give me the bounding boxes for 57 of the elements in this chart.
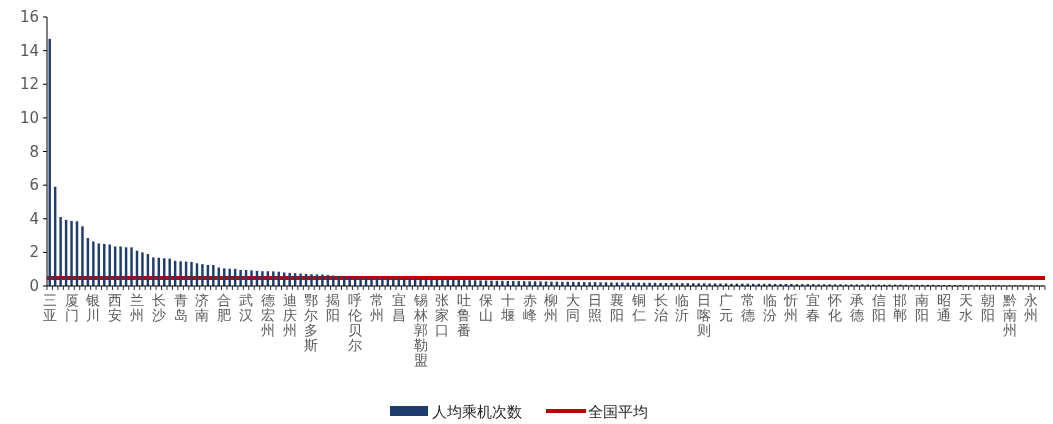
x-tick-label: 厦门 xyxy=(64,292,79,323)
x-tick-label: 永州 xyxy=(1024,292,1039,323)
y-tick-label: 4 xyxy=(29,209,39,228)
x-tick-label: 赤峰 xyxy=(522,292,537,323)
x-tick-label: 日喀则 xyxy=(697,292,712,338)
x-tick-label: 邯郸 xyxy=(893,292,908,323)
x-tick-label: 迪庆州 xyxy=(282,292,297,338)
x-tick-label: 吐鲁番 xyxy=(457,292,472,338)
y-tick-label: 14 xyxy=(19,41,39,60)
x-tick-label: 怀化 xyxy=(827,292,843,323)
x-tick-label: 德宏州 xyxy=(260,292,275,338)
x-tick-label: 信阳 xyxy=(871,292,886,323)
x-tick-label: 西安 xyxy=(108,292,123,323)
x-tick-label: 张家口 xyxy=(435,292,450,338)
x-tick-label: 呼伦贝尔 xyxy=(348,292,363,353)
x-tick-label: 黔南州 xyxy=(1001,292,1017,338)
x-tick-label: 宜春 xyxy=(806,292,821,323)
x-tick-label: 广元 xyxy=(718,292,733,323)
legend-label: 全国平均 xyxy=(588,403,648,421)
x-tick-label: 济南 xyxy=(195,292,210,323)
y-tick-label: 2 xyxy=(29,243,39,262)
x-tick-label: 临沂 xyxy=(675,292,690,323)
x-tick-label: 日照 xyxy=(588,292,603,323)
x-tick-label: 大同 xyxy=(566,292,581,323)
x-tick-label: 长治 xyxy=(653,292,668,323)
x-tick-label: 锡林郭勒盟 xyxy=(412,292,428,368)
x-tick-label: 朝阳 xyxy=(980,292,995,323)
x-tick-label: 宜昌 xyxy=(391,292,406,323)
x-tick-label: 兰州 xyxy=(129,292,144,323)
y-tick-label: 0 xyxy=(29,277,39,295)
x-tick-label: 柳州 xyxy=(544,292,559,323)
x-tick-label: 三亚 xyxy=(42,292,57,323)
y-tick-label: 6 xyxy=(29,176,39,195)
y-tick-label: 12 xyxy=(19,75,39,94)
x-tick-label: 长沙 xyxy=(151,292,166,323)
x-tick-label: 承德 xyxy=(849,292,864,323)
x-tick-label: 青岛 xyxy=(173,292,188,323)
x-tick-label: 揭阳 xyxy=(326,292,341,323)
x-tick-label: 保山 xyxy=(479,292,494,323)
x-tick-label: 鄂尔多斯 xyxy=(304,292,319,353)
x-tick-label: 天水 xyxy=(958,292,973,323)
y-tick-label: 8 xyxy=(29,142,39,161)
y-tick-label: 10 xyxy=(19,108,39,127)
x-tick-label: 南阳 xyxy=(915,292,930,323)
x-tick-label: 常州 xyxy=(369,292,384,323)
x-tick-label: 昭通 xyxy=(937,292,952,323)
x-tick-label: 铜仁 xyxy=(630,292,646,323)
x-tick-label: 武汉 xyxy=(239,292,254,323)
x-tick-label: 忻州 xyxy=(783,292,799,323)
x-tick-label: 襄阳 xyxy=(609,292,624,323)
x-tick-label: 常德 xyxy=(740,292,755,323)
legend-label: 人均乘机次数 xyxy=(432,403,522,421)
x-tick-label: 银川 xyxy=(85,292,101,323)
x-tick-label: 临汾 xyxy=(762,292,777,323)
x-tick-label: 十堰 xyxy=(499,292,515,323)
x-tick-label: 合肥 xyxy=(217,292,232,323)
y-tick-label: 16 xyxy=(19,8,39,26)
